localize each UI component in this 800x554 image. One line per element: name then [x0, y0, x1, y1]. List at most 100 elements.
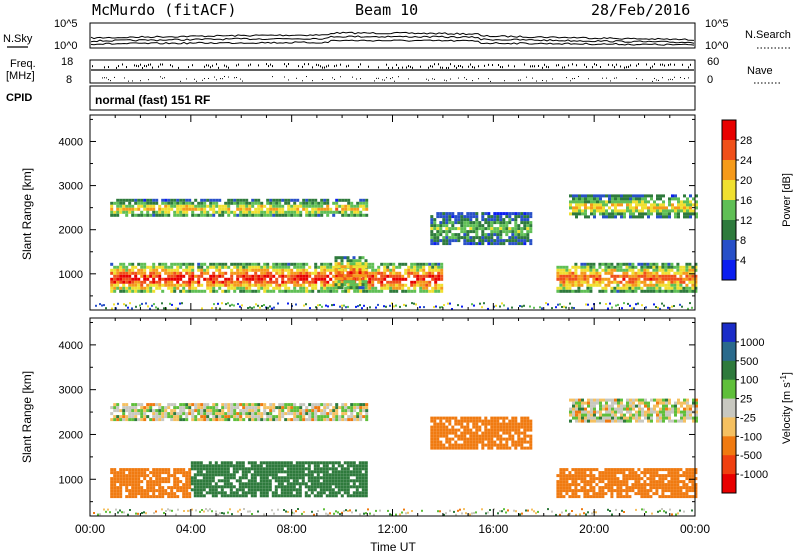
- echo-cell: [134, 213, 138, 217]
- echo-cell: [137, 268, 141, 272]
- echo-cell: [209, 198, 213, 202]
- echo-cell: [176, 471, 180, 475]
- echo-cell: [269, 412, 273, 416]
- echo-cell: [340, 271, 344, 275]
- echo-cell: [448, 239, 452, 243]
- echo-cell: [206, 403, 210, 407]
- echo-cell: [230, 406, 234, 410]
- echo-cell: [673, 283, 677, 287]
- echo-cell: [635, 194, 638, 198]
- echo-cell: [227, 210, 231, 214]
- echo-cell: [337, 473, 341, 477]
- echo-cell: [607, 280, 611, 284]
- echo-cell: [340, 262, 344, 266]
- echo-cell: [578, 200, 581, 204]
- nave-mark: [398, 76, 399, 78]
- echo-cell: [655, 262, 659, 266]
- echo-cell: [428, 268, 432, 272]
- echo-cell: [643, 495, 647, 499]
- echo-cell: [686, 209, 689, 213]
- echo-cell: [311, 286, 315, 290]
- echo-cell: [190, 467, 194, 471]
- echo-cell: [227, 280, 231, 284]
- echo-cell: [158, 213, 162, 217]
- scatter-cell: [225, 303, 227, 306]
- echo-cell: [430, 419, 434, 423]
- echo-cell: [583, 477, 587, 481]
- echo-cell: [395, 289, 399, 293]
- echo-cell: [637, 262, 641, 266]
- echo-cell: [445, 218, 449, 222]
- echo-cell: [272, 210, 276, 214]
- echo-cell: [202, 485, 206, 489]
- echo-cell: [188, 406, 192, 410]
- echo-cell: [610, 289, 614, 293]
- echo-cell: [140, 415, 144, 419]
- echo-cell: [334, 283, 338, 287]
- echo-cell: [598, 474, 602, 478]
- echo-cell: [602, 194, 605, 198]
- nave-mark: [504, 80, 505, 82]
- echo-cell: [125, 265, 129, 269]
- echo-cell: [286, 467, 290, 471]
- echo-cell: [245, 409, 249, 413]
- echo-cell: [179, 415, 183, 419]
- nave-mark: [204, 65, 205, 68]
- echo-cell: [493, 227, 497, 231]
- echo-cell: [430, 215, 434, 219]
- echo-cell: [433, 227, 437, 231]
- echo-cell: [164, 210, 168, 214]
- echo-cell: [320, 403, 324, 407]
- echo-cell: [284, 289, 288, 293]
- scatter-cell: [433, 306, 435, 309]
- echo-cell: [164, 415, 168, 419]
- echo-cell: [182, 418, 186, 422]
- echo-cell: [167, 468, 171, 472]
- echo-cell: [122, 201, 126, 205]
- echo-cell: [254, 262, 258, 266]
- echo-cell: [245, 289, 249, 293]
- nave-mark: [376, 77, 377, 79]
- echo-cell: [320, 277, 324, 281]
- echo-cell: [616, 489, 620, 493]
- echo-cell: [341, 198, 345, 202]
- echo-cell: [368, 274, 372, 278]
- echo-cell: [637, 480, 641, 484]
- echo-cell: [226, 470, 230, 474]
- echo-cell: [667, 289, 671, 293]
- echo-cell: [514, 227, 518, 231]
- echo-cell: [176, 201, 180, 205]
- echo-cell: [575, 212, 578, 216]
- echo-cell: [511, 422, 515, 426]
- scatter-cell: [259, 306, 261, 309]
- echo-cell: [206, 268, 210, 272]
- echo-cell: [278, 274, 282, 278]
- echo-cell: [422, 268, 426, 272]
- echo-cell: [287, 274, 291, 278]
- echo-cell: [445, 233, 449, 237]
- echo-cell: [221, 274, 225, 278]
- echo-cell: [176, 204, 180, 208]
- echo-cell: [206, 283, 210, 287]
- echo-cell: [649, 468, 653, 472]
- nave-mark: [392, 66, 393, 69]
- echo-cell: [113, 277, 117, 281]
- echo-cell: [128, 271, 132, 275]
- echo-cell: [619, 495, 623, 499]
- echo-cell: [209, 204, 213, 208]
- echo-cell: [361, 256, 365, 260]
- echo-cell: [361, 280, 365, 284]
- echo-cell: [176, 262, 180, 266]
- scatter-cell: [127, 306, 129, 309]
- echo-cell: [128, 210, 132, 214]
- echo-cell: [227, 415, 231, 419]
- echo-cell: [317, 277, 321, 281]
- nave-mark: [650, 66, 651, 69]
- echo-cell: [311, 289, 315, 293]
- echo-cell: [640, 265, 644, 269]
- echo-cell: [520, 215, 524, 219]
- echo-cell: [191, 415, 195, 419]
- echo-cell: [352, 485, 356, 489]
- echo-cell: [652, 474, 656, 478]
- echo-cell: [619, 492, 623, 496]
